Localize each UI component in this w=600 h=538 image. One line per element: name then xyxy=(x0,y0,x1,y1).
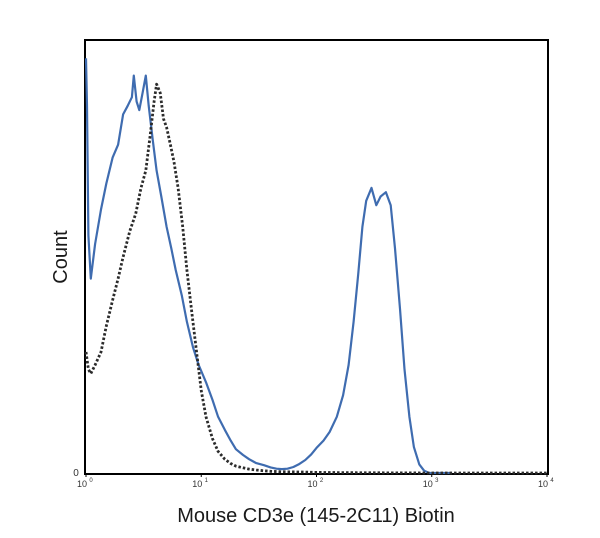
x-tick-label-0: 10 xyxy=(77,479,87,489)
x-tick-exponent-3: 3 xyxy=(435,478,439,484)
x-tick-label-2: 10 xyxy=(307,479,317,489)
series-line-control xyxy=(84,82,547,475)
x-tick-label-1: 10 xyxy=(192,479,202,489)
x-axis-title: Mouse CD3e (145-2C11) Biotin xyxy=(177,505,455,527)
y-axis-zero-label: 0 xyxy=(73,468,79,479)
x-tick-exponent-0: 0 xyxy=(89,478,93,484)
x-tick-label-3: 10 xyxy=(423,479,433,489)
x-axis-ticks: 10 0 10 1 10 2 10 3 10 4 xyxy=(77,473,554,489)
series-layer xyxy=(84,58,547,475)
series-line-stained xyxy=(84,58,452,475)
x-tick-label-4: 10 xyxy=(538,479,548,489)
x-tick-exponent-2: 2 xyxy=(320,478,324,484)
y-axis-title: Count xyxy=(50,230,72,284)
x-tick-exponent-1: 1 xyxy=(205,478,209,484)
x-tick-exponent-4: 4 xyxy=(550,478,554,484)
